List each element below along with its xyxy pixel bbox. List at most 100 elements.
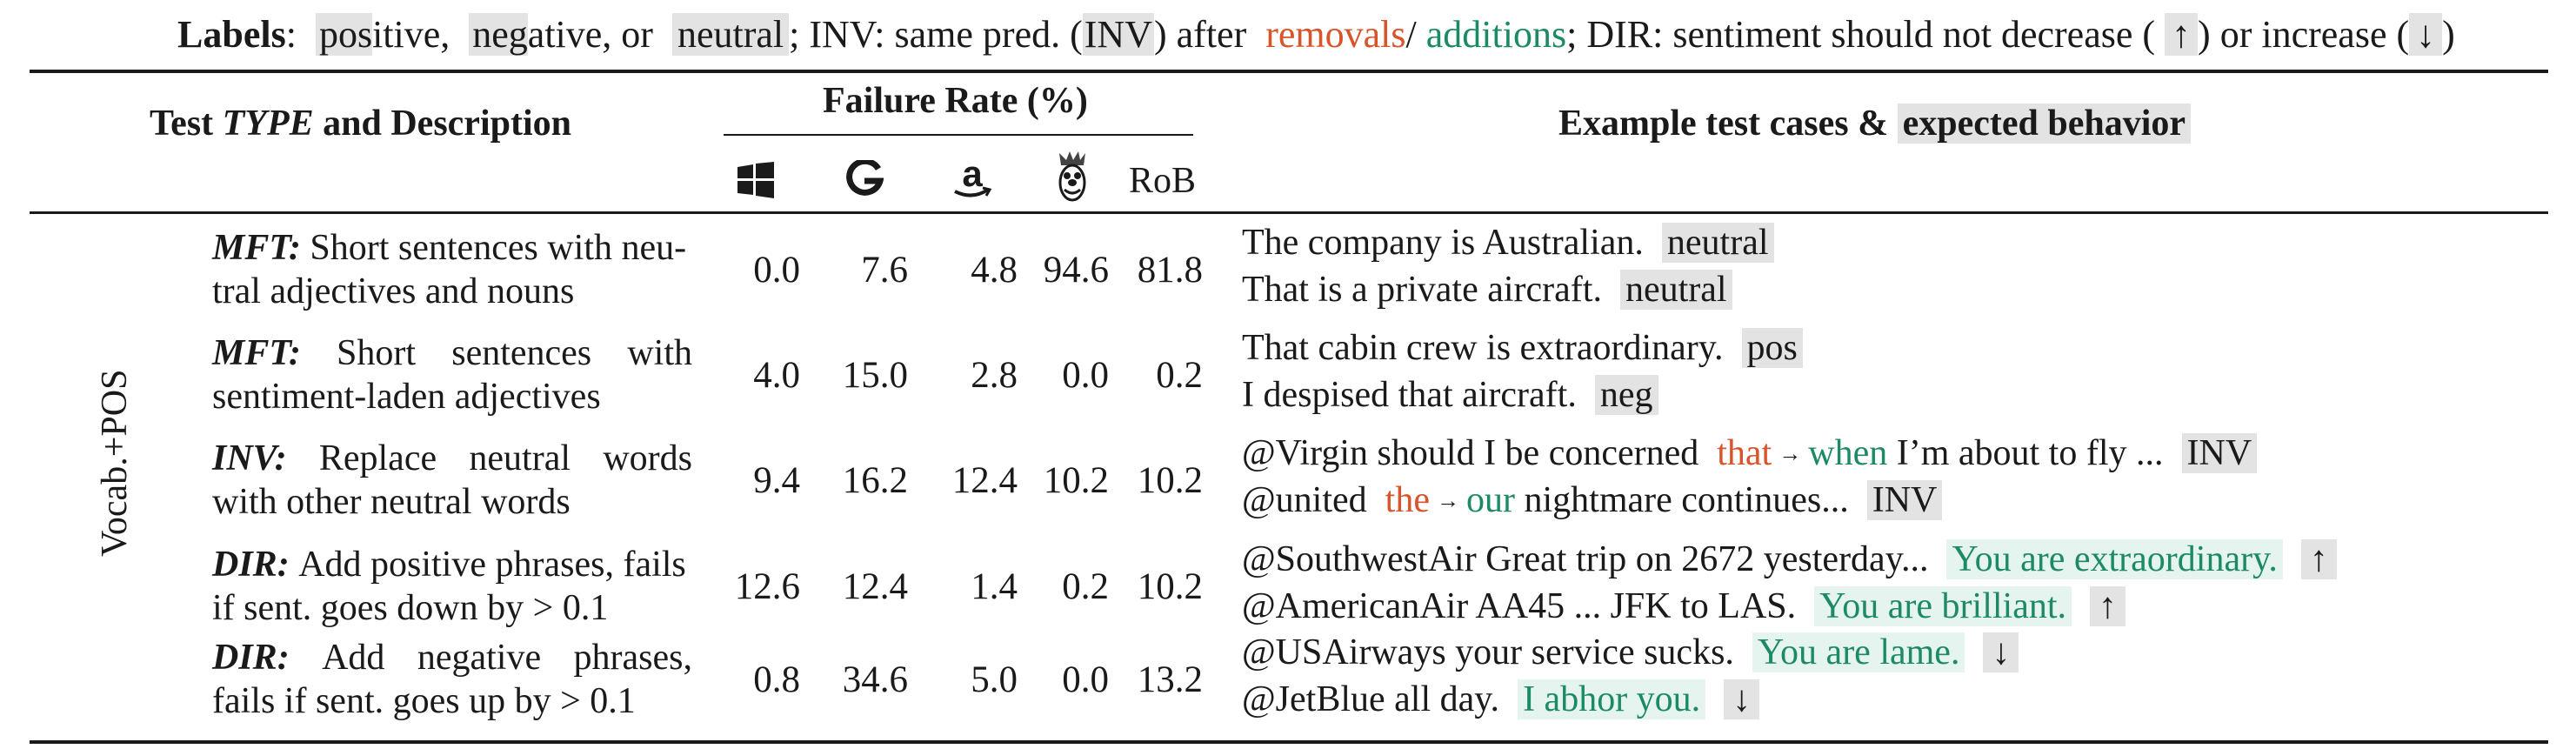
example-case: @SouthwestAir Great trip on 2672 yesterd… [1242, 536, 2337, 583]
test-type: DIR: [212, 638, 290, 678]
test-type: DIR: [212, 545, 290, 585]
expected-label: neutral [1661, 223, 1774, 263]
test-type: INV: [212, 438, 287, 478]
failure-rate-cell: 7.6 [861, 250, 908, 291]
test-description: MFT: Short sentences with sentiment-laden ad… [212, 331, 692, 418]
expected-arrow: ↑ [2300, 539, 2337, 579]
test-description: INV: Replace neutral words with other neutra… [212, 437, 692, 524]
examples-header: Example test cases & expected behavior [1558, 103, 2192, 144]
example-text: That cabin crew is extraordinary. [1242, 328, 1742, 368]
description-line: tral adjectives and nouns [212, 270, 692, 313]
legend-colon: : [285, 13, 297, 56]
example-text: I’m about to fly ... [1887, 433, 2182, 473]
description-line: MFT: Short sentences with neu- [212, 226, 692, 270]
description-line: if sent. goes down by > 0.1 [212, 586, 692, 630]
example-text: The company is Australian. [1242, 223, 1662, 263]
expected-arrow: ↓ [1724, 679, 1760, 719]
description-word: Replace [318, 438, 437, 478]
failure-rate-cell: 16.2 [842, 460, 908, 501]
example-text: I despised that aircraft. [1242, 375, 1595, 415]
bert-icon [1058, 151, 1086, 202]
expected-label: INV [2181, 433, 2258, 473]
example-case: I despised that aircraft. neg [1242, 371, 1658, 418]
failure-rate-cell: 1.4 [971, 566, 1018, 607]
added-phrase: You are extraordinary. [1946, 539, 2283, 579]
expected-arrow: ↓ [1983, 632, 2019, 672]
amazon-icon: a [954, 153, 992, 197]
example-case: @united the → our nightmare continues... I… [1242, 477, 1943, 528]
after-text: ) after [1153, 13, 1247, 56]
added-phrase: You are lame. [1752, 632, 1965, 672]
test-description: DIR: Add positive phrases, fails if sent.… [212, 543, 692, 630]
added-phrase: I abhor you. [1518, 679, 1706, 719]
expected-label: pos [1741, 328, 1803, 368]
failure-rate-cell: 0.8 [753, 659, 800, 700]
description-text: Add positive phrases, fails [289, 545, 686, 585]
example-text: @Virgin should I be concerned [1242, 433, 1708, 473]
example-text: @JetBlue all day. [1242, 679, 1518, 719]
description-word: neutral [469, 438, 571, 478]
removals-text: removals [1265, 13, 1406, 56]
example-case: @JetBlue all day. I abhor you. ↓ [1242, 676, 1760, 723]
description-text: if sent. goes down by > 0.1 [212, 588, 609, 628]
description-line: sentiment-laden adjectives [212, 375, 692, 418]
svg-text:a: a [962, 153, 983, 194]
example-text: nightmare continues... [1514, 480, 1867, 520]
legend-line: Labels: positive, negative, or neutral; … [177, 12, 2455, 57]
failure-rate-cell: 9.4 [753, 460, 800, 501]
replace-arrow: → [1436, 488, 1459, 513]
failure-rate-cell: 0.0 [1062, 355, 1109, 396]
neutral-highlight: neutral [671, 13, 790, 56]
removed-word: that [1707, 433, 1772, 473]
slash: / [1405, 13, 1417, 56]
header-rule [30, 211, 2548, 214]
examples-pre: Example test cases & [1558, 104, 1898, 144]
description-text: tral adjectives and nouns [212, 271, 575, 311]
example-text: @SouthwestAir Great trip on 2672 yesterd… [1242, 539, 1947, 579]
failure-rate-cell: 0.2 [1062, 566, 1109, 607]
description-text: fails if sent. goes up by > 0.1 [212, 681, 636, 721]
test-description: MFT: Short sentences with neu-tral adjec… [212, 226, 692, 313]
roberta-label: RoB [1129, 161, 1197, 201]
failure-rate-header: Failure Rate (%) [823, 81, 1088, 121]
up-arrow-box: ↑ [2165, 13, 2199, 56]
description-word: phrases, [573, 638, 692, 678]
failure-rate-cell: 2.8 [971, 355, 1018, 396]
description-text: sentiment-laden adjectives [212, 377, 601, 417]
expected-label: neg [1594, 375, 1658, 415]
failure-rate-cell: 0.0 [753, 250, 800, 291]
failure-rate-cell: 12.4 [842, 566, 908, 607]
example-text: That is a private aircraft. [1242, 270, 1620, 310]
test-type-italic: TYPE [222, 104, 314, 144]
test-type-post: and Description [313, 104, 571, 144]
failure-rate-cell: 13.2 [1137, 659, 1203, 700]
inv-text: ; INV: same pred. ( [789, 13, 1083, 56]
description-word: with [627, 333, 692, 373]
spacer [2072, 586, 2090, 626]
additions-text: additions [1425, 13, 1567, 56]
failure-rate-cell: 4.8 [971, 250, 1018, 291]
failure-rate-cell: 12.4 [951, 460, 1018, 501]
removed-word: the [1376, 480, 1430, 520]
example-case: @AmericanAir AA45 ... JFK to LAS. You ar… [1242, 583, 2126, 630]
failure-rate-cell: 34.6 [842, 659, 908, 700]
description-word: sentences [451, 333, 592, 373]
pos-rest: itive, [372, 13, 450, 56]
failure-rate-cell: 81.8 [1137, 250, 1203, 291]
failure-rate-rule [724, 134, 1193, 136]
failure-rate-cell: 10.2 [1043, 460, 1109, 501]
test-description: DIR: Add negative phrases, fails if sent. go… [212, 636, 692, 723]
neg-rest: ative, or [527, 13, 653, 56]
failure-rate-cell: 10.2 [1137, 460, 1203, 501]
description-text: Short sentences with neu- [300, 228, 687, 268]
description-line: MFT: Short sentences with [212, 331, 692, 375]
test-type-header: Test TYPE and Description [150, 103, 571, 144]
test-type: MFT: [212, 228, 301, 268]
example-case: @USAirways your service sucks. You are l… [1242, 629, 2019, 676]
failure-rate-cell: 94.6 [1043, 250, 1109, 291]
failure-rate-cell: 12.6 [734, 566, 800, 607]
failure-rate-cell: 10.2 [1137, 566, 1203, 607]
description-line: DIR: Add positive phrases, fails [212, 543, 692, 586]
failure-rate-cell: 5.0 [971, 659, 1018, 700]
pos-highlight: pos [315, 13, 373, 56]
